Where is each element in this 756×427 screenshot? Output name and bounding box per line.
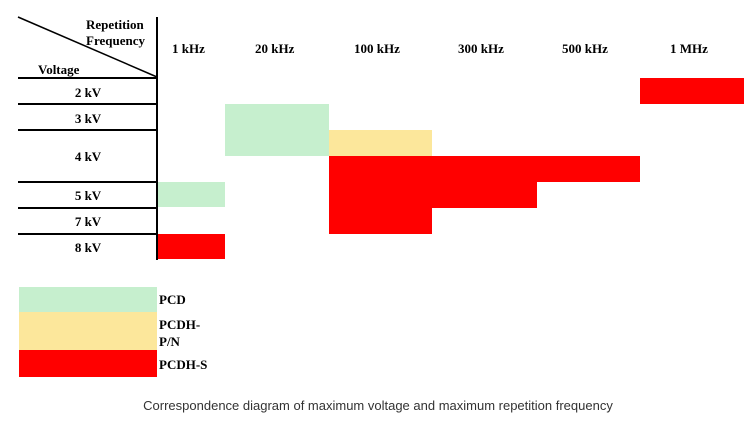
cell-3-4kv-20khz-pcd	[225, 104, 329, 156]
cell-2kv-1mhz-pcdh-s	[640, 78, 744, 104]
freq-header-300khz: 300 kHz	[458, 41, 504, 57]
legend-label-pcdh-s: PCDH-S	[159, 357, 207, 373]
freq-header-20khz: 20 kHz	[255, 41, 294, 57]
legend-swatch-pcdh-pn	[19, 312, 157, 350]
cell-7kv-100-300khz-pcdh-s	[329, 208, 432, 234]
cell-8kv-1khz-pcdh-s	[157, 234, 225, 259]
voltage-label-2kv: 2 kV	[60, 85, 116, 101]
diagram-caption: Correspondence diagram of maximum voltag…	[0, 398, 756, 413]
freq-header-1khz: 1 kHz	[172, 41, 205, 57]
legend-label-pcd: PCD	[159, 292, 186, 308]
row-divider-2kv	[18, 103, 157, 105]
row-divider-7kv	[18, 233, 157, 235]
voltage-label-4kv: 4 kV	[60, 149, 116, 165]
cell-4kv-100-300khz-pcdh-pn	[329, 130, 432, 156]
voltage-label-3kv: 3 kV	[60, 111, 116, 127]
freq-header-1mhz: 1 MHz	[670, 41, 708, 57]
diagram-canvas: Repetition Frequency Voltage 1 kHz 20 kH…	[0, 0, 756, 427]
cell-5kv-1khz-pcd	[157, 182, 225, 207]
column-axis-label-line2: Frequency	[86, 33, 145, 49]
legend-swatch-pcdh-s	[19, 350, 157, 377]
cell-4kv-100-500khz-pcdh-s	[329, 156, 640, 182]
voltage-label-5kv: 5 kV	[60, 188, 116, 204]
voltage-label-7kv: 7 kV	[60, 214, 116, 230]
legend-label-pcdh-pn-line2: P/N	[159, 334, 180, 350]
freq-header-500khz: 500 kHz	[562, 41, 608, 57]
header-vertical-divider	[156, 17, 158, 260]
row-axis-label: Voltage	[38, 62, 79, 78]
row-divider-header	[18, 77, 157, 79]
legend-swatch-pcd	[19, 287, 157, 312]
row-divider-5kv	[18, 207, 157, 209]
row-divider-4kv	[18, 181, 157, 183]
freq-header-100khz: 100 kHz	[354, 41, 400, 57]
legend-label-pcdh-pn-line1: PCDH-	[159, 317, 200, 333]
row-divider-3kv	[18, 129, 157, 131]
voltage-label-8kv: 8 kV	[60, 240, 116, 256]
cell-5kv-100-300khz-pcdh-s	[329, 182, 537, 208]
column-axis-label-line1: Repetition	[86, 17, 144, 33]
